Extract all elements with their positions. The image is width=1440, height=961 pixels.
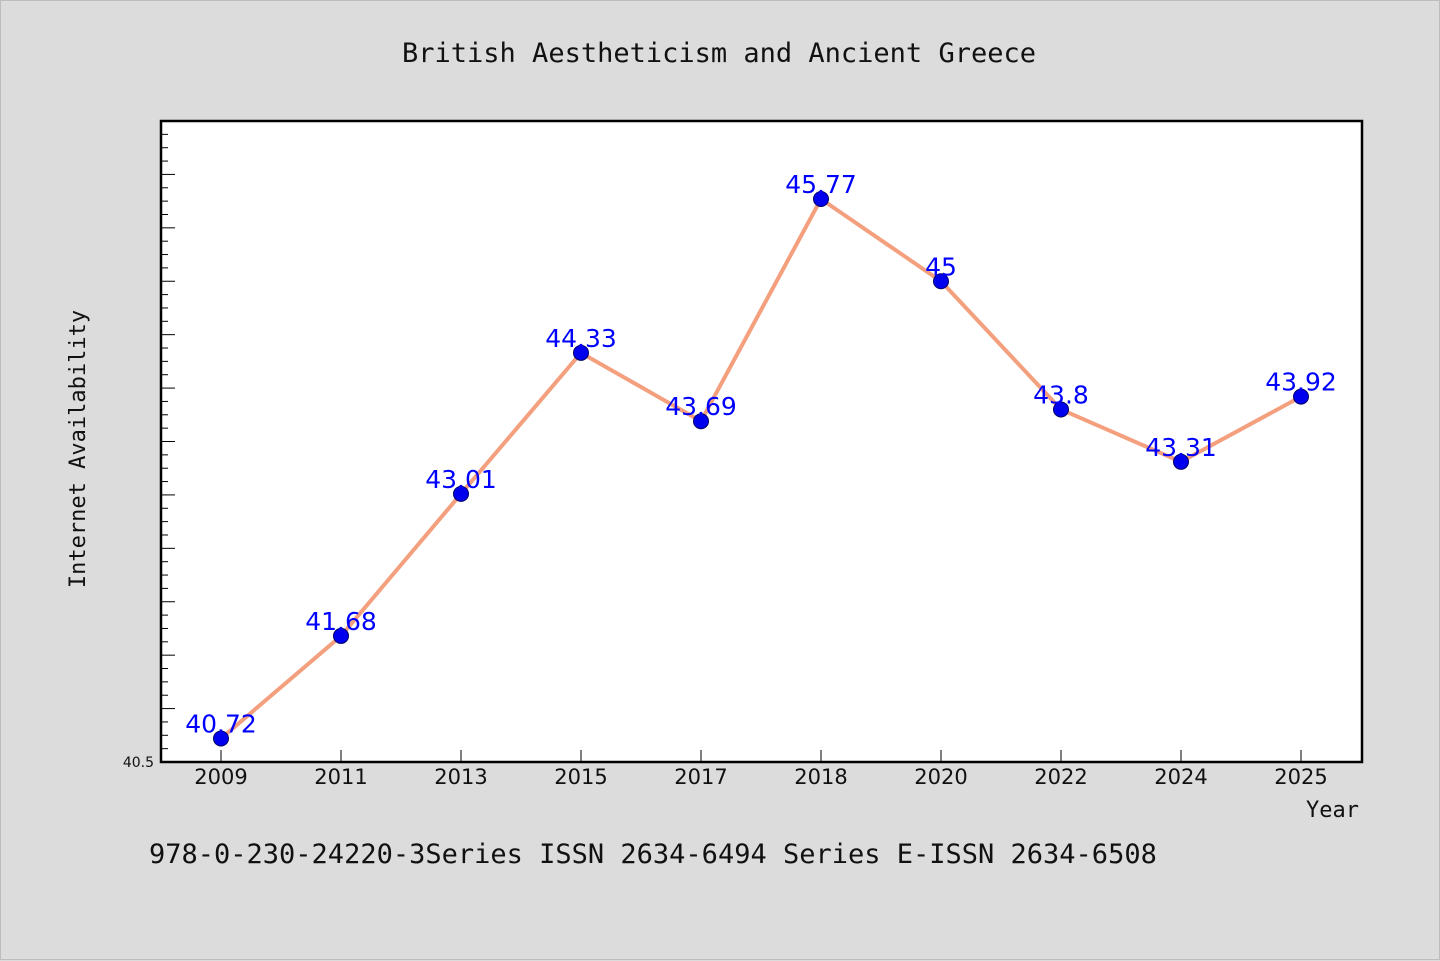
x-tick-label: 2015 [554, 765, 607, 789]
y-axis-label: Internet Availability [66, 310, 91, 588]
series-line [219, 196, 1303, 741]
data-point [453, 485, 469, 502]
data-point [933, 273, 949, 290]
x-axis-ticks: 2009 2011 2013 2015 2017 2018 2020 2022 2024 2025 [194, 750, 1328, 789]
x-tick-label: 2017 [674, 765, 727, 789]
x-tick-label: 2024 [1154, 765, 1207, 789]
data-label: 45.77 [785, 170, 857, 199]
x-tick-label: 2013 [434, 765, 487, 789]
x-tick-label: 2025 [1274, 765, 1327, 789]
y-axis-ticks [161, 133, 175, 750]
data-label: 45 [925, 252, 957, 281]
data-label: 43.01 [425, 465, 497, 494]
data-label: 44.33 [545, 324, 617, 353]
footer-isbn-text: 978-0-230-24220-3Series ISSN 2634-6494 S… [149, 839, 1157, 870]
data-label: 40.72 [185, 709, 257, 738]
x-tick-label: 2018 [794, 765, 847, 789]
x-tick-label: 2009 [194, 765, 247, 789]
data-point [1173, 453, 1189, 470]
data-label: 43.31 [1145, 433, 1217, 462]
x-tick-label: 2022 [1034, 765, 1087, 789]
data-point [1293, 388, 1309, 405]
data-point [813, 190, 829, 207]
series-group: 40.72 41.68 43.01 44.33 43.69 45.77 45 43.8 43.3… [185, 170, 1337, 747]
plot-area [159, 119, 1364, 764]
data-point [333, 627, 349, 644]
data-point [1053, 401, 1069, 418]
data-point [573, 344, 589, 361]
data-label: 43.92 [1265, 368, 1337, 397]
y-axis-min-label: 40.5 [123, 755, 154, 771]
chart-title: British Aestheticism and Ancient Greece [402, 38, 1036, 69]
data-label: 43.69 [665, 392, 737, 421]
data-label: 43.8 [1033, 380, 1089, 409]
data-point [213, 730, 229, 747]
x-tick-label: 2020 [914, 765, 967, 789]
x-tick-label: 2011 [314, 765, 367, 789]
data-point [693, 413, 709, 430]
data-label: 41.68 [305, 607, 377, 636]
x-axis-label: Year [1306, 798, 1359, 823]
